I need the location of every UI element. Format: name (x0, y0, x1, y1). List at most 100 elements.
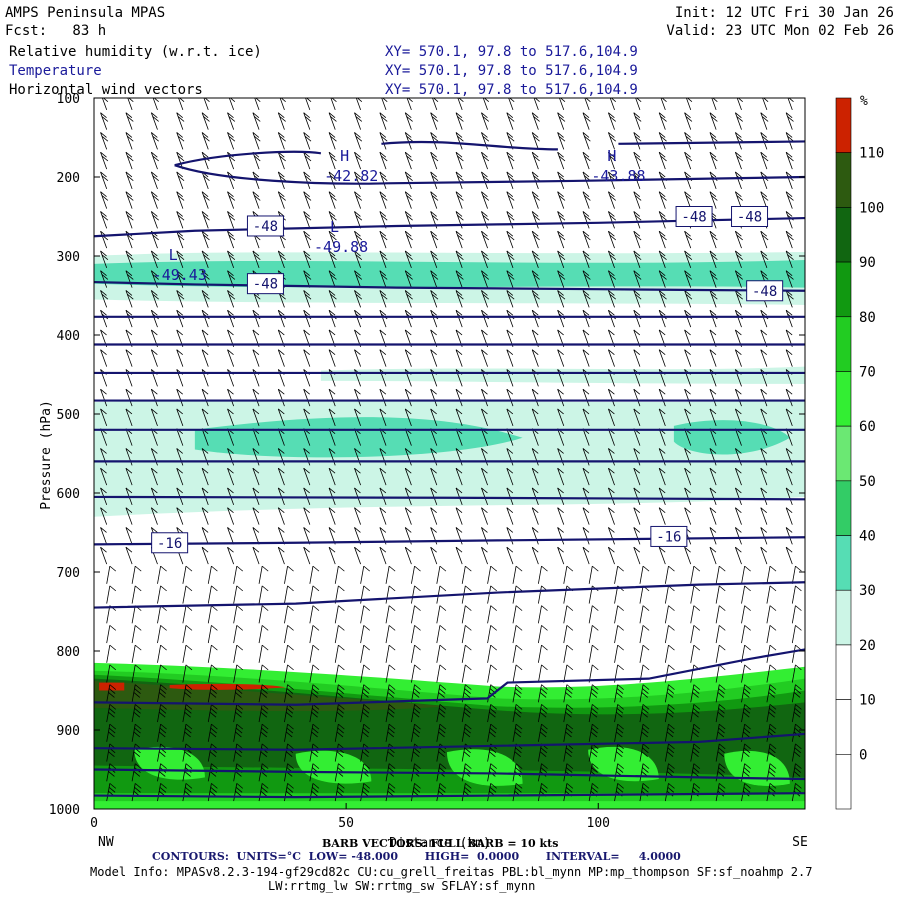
wind-barb-flag (185, 585, 193, 592)
wind-barb-flag (133, 731, 141, 738)
wind-barb (277, 132, 285, 150)
wind-barb (690, 625, 695, 644)
wind-barb-flag (692, 707, 700, 714)
wind-barb-flag (236, 704, 244, 710)
wind-barb-flag (414, 723, 421, 730)
wind-barb-flag (430, 309, 437, 316)
wind-barb-flag (227, 408, 234, 415)
wind-barb-flag (558, 135, 566, 142)
wind-barb-flag (760, 151, 768, 158)
wind-barb-flag (236, 763, 244, 769)
wind-barb-flag (785, 112, 793, 118)
wind-barb (633, 507, 641, 525)
wind-barb-flag (531, 349, 539, 355)
wind-barb-flag (465, 783, 472, 789)
wind-barb (201, 448, 209, 466)
wind-barb-flag (201, 448, 209, 454)
wind-barb-flag (227, 211, 234, 217)
wind-barb (481, 112, 488, 130)
wind-barb-flag (642, 783, 650, 789)
wind-barb-flag (616, 751, 623, 757)
wind-barb (404, 547, 412, 565)
wind-barb-flag (160, 704, 167, 710)
wind-barb-flag (743, 688, 751, 694)
wind-barb-flag (185, 664, 193, 671)
wind-barb-flag (158, 692, 166, 698)
wind-barb-flag (541, 625, 548, 631)
wind-barb (557, 389, 565, 407)
wind-barb-flag (388, 625, 396, 631)
wind-barb-flag (557, 290, 564, 296)
wind-barb (658, 310, 666, 328)
wind-barb (608, 468, 615, 486)
wind-barb-flag (795, 763, 802, 769)
wind-barb (455, 191, 463, 209)
wind-barb-flag (709, 270, 717, 276)
wind-barb-flag (303, 270, 310, 276)
colorbar-segment (835, 316, 852, 372)
wind-barb-flag (303, 448, 310, 454)
wind-barb-flag (515, 727, 522, 734)
wind-barb-flag (404, 487, 412, 494)
wind-barb-flag (506, 507, 514, 513)
wind-barb-flag (761, 155, 769, 162)
wind-barb (303, 191, 311, 209)
contour-legend: CONTOURS: UNITS=°C LOW= -48.000 HIGH= 0.… (152, 850, 681, 863)
wind-barb-flag (201, 191, 209, 197)
wind-barb (106, 724, 111, 742)
wind-barb (227, 507, 235, 525)
wind-barb (150, 389, 158, 407)
wind-barb-flag (464, 786, 471, 793)
wind-barb-flag (608, 527, 615, 533)
wind-barb (100, 290, 108, 308)
wind-barb-flag (203, 234, 210, 241)
wind-barb-flag (363, 664, 371, 671)
wind-barb (430, 448, 438, 466)
wind-barb-flag (362, 692, 369, 698)
wind-barb-flag (261, 644, 269, 651)
wind-barb-flag (312, 688, 319, 694)
wind-barb (512, 763, 517, 782)
wind-barb-flag (711, 195, 718, 201)
wind-barb (537, 566, 542, 584)
wind-barb (766, 605, 771, 624)
wind-barb-flag (151, 527, 158, 533)
wind-barb-flag (203, 175, 210, 181)
wind-barb-flag (338, 585, 345, 592)
x-tick-label: 50 (338, 816, 354, 831)
wind-barb (228, 98, 235, 110)
wind-barb-flag (330, 155, 337, 162)
wind-barb-flag (760, 112, 768, 118)
wind-barb-flag (515, 747, 522, 754)
wind-barb-flag (685, 254, 693, 260)
wind-barb-flag (228, 254, 236, 260)
wind-barb-flag (515, 565, 523, 572)
wind-barb-flag (709, 309, 717, 316)
wind-barb-flag (455, 467, 463, 474)
wind-barb-flag (379, 270, 387, 276)
wind-barb (277, 152, 285, 170)
wind-barb (557, 349, 565, 367)
wind-barb-flag (336, 692, 344, 698)
wind-barb (131, 783, 136, 802)
wind-barb-flag (287, 743, 294, 750)
wind-barb-flag (363, 783, 371, 789)
wind-barb-flag (736, 254, 743, 260)
wind-barb (734, 152, 742, 170)
wind-barb (252, 448, 260, 466)
wind-barb (684, 428, 692, 446)
wind-barb (639, 763, 644, 782)
wind-barb-flag (558, 116, 566, 122)
wind-barb (100, 211, 108, 229)
wind-barb-flag (769, 585, 777, 592)
wind-barb-flag (490, 664, 497, 671)
wind-barb-flag (328, 349, 336, 355)
temperature-contour-10 (94, 581, 805, 609)
wind-barb (201, 191, 209, 209)
wind-barb (100, 171, 108, 189)
wind-barb (614, 645, 619, 663)
wind-barb (563, 625, 568, 644)
wind-barb-flag (785, 211, 793, 217)
wind-barb (258, 585, 263, 604)
wind-barb-flag (793, 711, 801, 718)
